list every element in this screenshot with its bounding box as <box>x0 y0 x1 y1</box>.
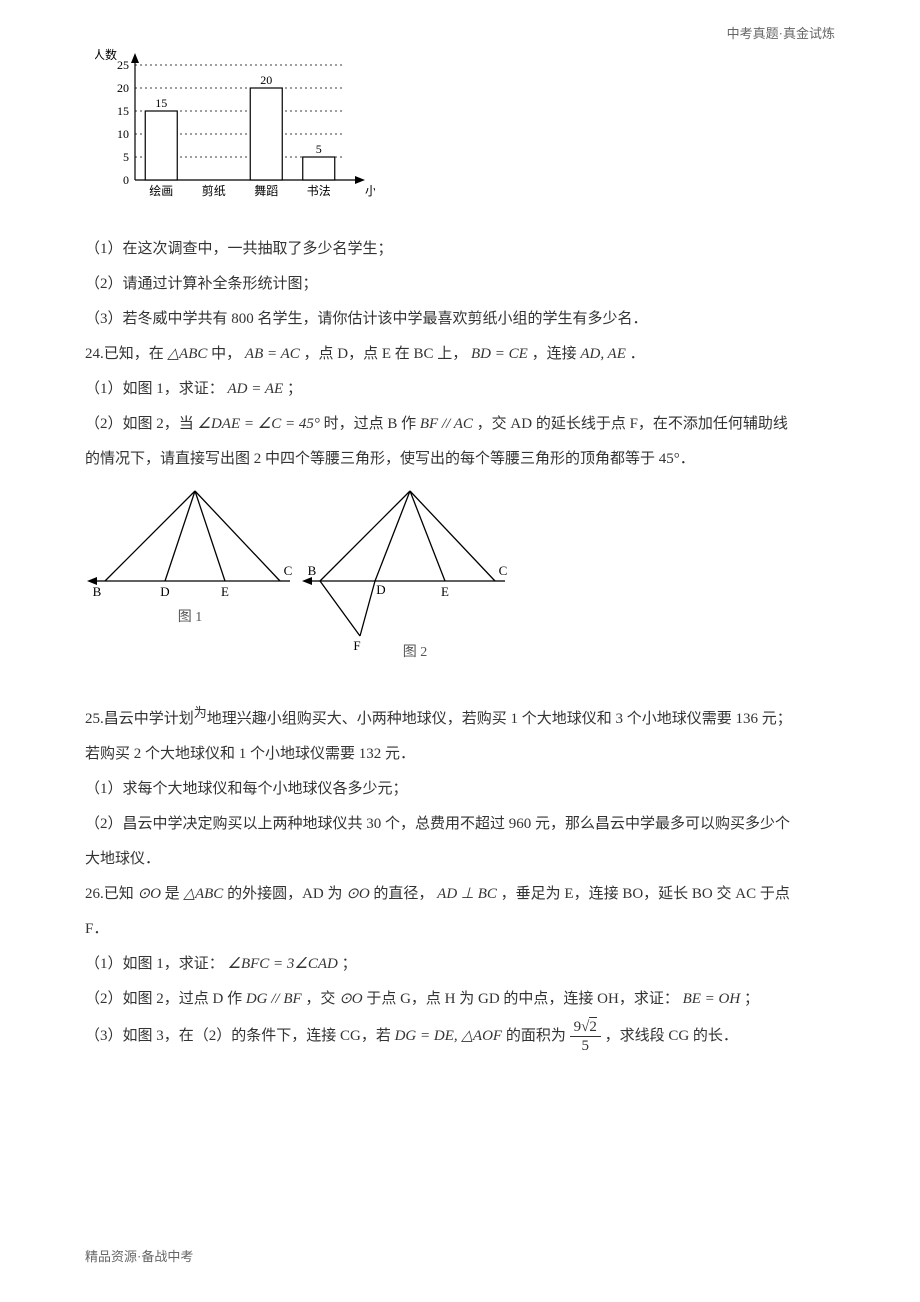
q25-part2-line2: 大地球仪． <box>85 843 835 876</box>
text: 时，过点 B 作 <box>324 416 417 432</box>
svg-text:小组类别: 小组类别 <box>365 184 375 198</box>
formula-triangle: △ABC <box>168 346 208 362</box>
text: 外接圆，AD 为 <box>242 886 342 902</box>
svg-text:20: 20 <box>260 73 272 87</box>
svg-text:10: 10 <box>117 127 129 141</box>
formula-circle-o2: ⊙O <box>346 886 369 902</box>
text: ； <box>287 381 302 397</box>
text: 中， <box>211 346 241 362</box>
q24-figures: ABCDE图 1ABCDEF图 2 <box>85 486 835 674</box>
text: ，求线段 CG 的长． <box>605 1028 738 1044</box>
text: 25.昌云中学计划 <box>85 711 194 727</box>
q24-part2-line2: 的情况下，请直接写出图 2 中四个等腰三角形，使写出的每个等腰三角形的顶角都等于… <box>85 443 835 476</box>
svg-text:F: F <box>353 638 360 653</box>
text: ，连接 <box>532 346 577 362</box>
formula-ad-perp-bc: AD ⊥ BC <box>437 886 497 902</box>
svg-text:20: 20 <box>117 81 129 95</box>
svg-text:D: D <box>376 582 385 597</box>
q25-part2-line1: （2）昌云中学决定购买以上两种地球仪共 30 个，总费用不超过 960 元，那么… <box>85 808 835 841</box>
q24-stem: 24.已知，在 △ABC 中， AB = AC ，点 D，点 E 在 BC 上，… <box>85 338 835 371</box>
formula-ad-ae: AD, AE <box>580 346 626 362</box>
formula-dg-de-aof: DG = DE, △AOF <box>395 1028 502 1044</box>
text: ； <box>744 991 759 1007</box>
q26-part2: （2）如图 2，过点 D 作 DG // BF ，交 ⊙O 于点 G，点 H 为… <box>85 983 835 1016</box>
text: 26.已知 <box>85 886 134 902</box>
svg-text:A: A <box>190 486 200 489</box>
svg-text:B: B <box>308 563 317 578</box>
q25-part1: （1）求每个大地球仪和每个小地球仪各多少元； <box>85 773 835 806</box>
text: （1）如图 1，求证： <box>85 956 224 972</box>
svg-text:A: A <box>405 486 415 489</box>
svg-text:25: 25 <box>117 58 129 72</box>
text: 的直径， <box>373 886 433 902</box>
q24-part1: （1）如图 1，求证： AD = AE ； <box>85 373 835 406</box>
svg-text:15: 15 <box>155 96 167 110</box>
fraction-9sqrt2-5: 9√2 5 <box>570 1018 601 1055</box>
formula-circle-o: ⊙O <box>138 886 161 902</box>
formula-dg-parallel-bf: DG // BF <box>246 991 302 1007</box>
text: 地理兴趣小组购买大、小两种地球仪，若购买 1 个大地球仪和 3 个小地球仪需要 … <box>207 711 792 727</box>
text: 24.已知，在 <box>85 346 164 362</box>
svg-text:E: E <box>441 584 449 599</box>
formula-bf-parallel-ac: BF // AC <box>420 416 473 432</box>
text: （2）如图 2，过点 D 作 <box>85 991 242 1007</box>
text: 是 <box>165 886 180 902</box>
svg-text:C: C <box>284 563 293 578</box>
q25-stem-line1: 25.昌云中学计划为地理兴趣小组购买大、小两种地球仪，若购买 1 个大地球仪和 … <box>85 699 835 736</box>
q26-stem-line2: F． <box>85 913 835 946</box>
q23-part1: （1）在这次调查中，一共抽取了多少名学生； <box>85 233 835 266</box>
text: ，交 AD 的延长线于点 F，在不添加任何辅助线 <box>477 416 788 432</box>
text: ，点 D，点 E 在 BC 上， <box>304 346 468 362</box>
formula-be-oh: BE = OH <box>683 991 741 1007</box>
svg-text:舞蹈: 舞蹈 <box>254 184 278 198</box>
q23-part2: （2）请通过计算补全条形统计图； <box>85 268 835 301</box>
svg-text:0: 0 <box>123 173 129 187</box>
text: （3）如图 3，在（2）的条件下，连接 CG，若 <box>85 1028 391 1044</box>
svg-text:人数: 人数 <box>95 47 117 62</box>
text: ； <box>342 956 357 972</box>
q25-stem-line2: 若购买 2 个大地球仪和 1 个小地球仪需要 132 元． <box>85 738 835 771</box>
text: 的 <box>227 886 242 902</box>
q26-stem-line1: 26.已知 ⊙O 是 △ABC 的外接圆，AD 为 ⊙O 的直径， AD ⊥ B… <box>85 878 835 911</box>
formula-bd-ce: BD = CE <box>471 346 528 362</box>
text: ，垂足为 E，连接 BO，延长 BO 交 AC 于点 <box>501 886 790 902</box>
q23-part3: （3）若冬威中学共有 800 名学生，请你估计该中学最喜欢剪纸小组的学生有多少名… <box>85 303 835 336</box>
svg-text:绘画: 绘画 <box>149 183 173 198</box>
svg-text:图 1: 图 1 <box>178 610 203 625</box>
q26-part3: （3）如图 3，在（2）的条件下，连接 CG，若 DG = DE, △AOF 的… <box>85 1018 835 1055</box>
bar-chart: 人数 0 5 10 15 20 25 15 绘画 剪纸 20 舞蹈 5 书法 小组类别 <box>95 45 835 228</box>
header-brand: 中考真题·真金试炼 <box>727 20 835 49</box>
text: 于点 G，点 H 为 GD 的中点，连接 OH，求证： <box>366 991 679 1007</box>
svg-text:D: D <box>160 584 169 599</box>
footer-brand: 精品资源·备战中考 <box>85 1243 193 1272</box>
svg-text:书法: 书法 <box>307 184 331 198</box>
text: ，交 <box>305 991 335 1007</box>
formula-bfc-3cad: ∠BFC = 3∠CAD <box>228 956 338 972</box>
numerator-9: 9 <box>574 1019 582 1035</box>
sqrt-val: 2 <box>589 1017 597 1035</box>
q24-part2-line1: （2）如图 2，当 ∠DAE = ∠C = 45° 时，过点 B 作 BF //… <box>85 408 835 441</box>
formula-ab-ac: AB = AC <box>245 346 300 362</box>
text: （2）如图 2，当 <box>85 416 194 432</box>
svg-text:15: 15 <box>117 104 129 118</box>
q26-part1: （1）如图 1，求证： ∠BFC = 3∠CAD ； <box>85 948 835 981</box>
svg-text:B: B <box>93 584 102 599</box>
text: ． <box>630 346 645 362</box>
text: （1）如图 1，求证： <box>85 381 224 397</box>
svg-text:5: 5 <box>316 142 322 156</box>
text: 的面积为 <box>506 1028 566 1044</box>
formula-angle-45: ∠DAE = ∠C = 45° <box>198 416 320 432</box>
svg-text:E: E <box>221 584 229 599</box>
svg-text:C: C <box>499 563 508 578</box>
formula-ad-eq-ae: AD = AE <box>228 381 284 397</box>
denominator-5: 5 <box>570 1037 601 1055</box>
svg-text:5: 5 <box>123 150 129 164</box>
svg-text:剪纸: 剪纸 <box>202 183 226 198</box>
formula-tri-abc: △ABC <box>183 886 223 902</box>
svg-text:图 2: 图 2 <box>403 645 428 660</box>
formula-circle-o3: ⊙O <box>339 991 362 1007</box>
text-wei: 为 <box>194 705 207 720</box>
